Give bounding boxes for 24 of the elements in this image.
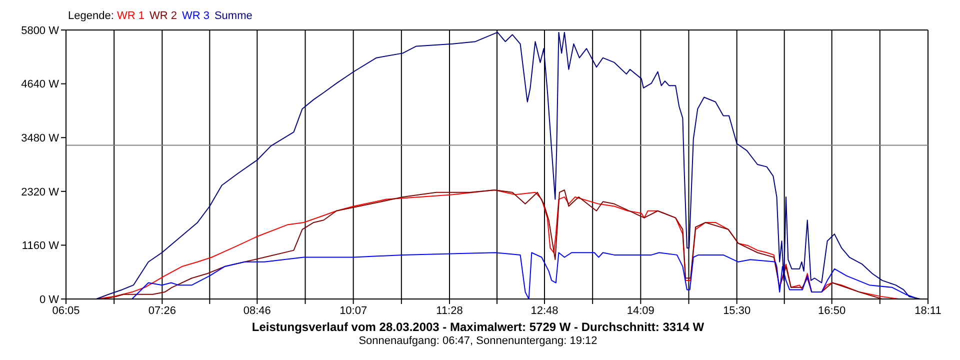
text: Summe	[214, 10, 252, 22]
y-tick-label: 4640 W	[21, 78, 60, 91]
x-tick-label: 08:46	[243, 304, 271, 317]
y-tick-label: 2320 W	[21, 186, 60, 198]
text: Sonnenaufgang: 06:47, Sonnenuntergang: 19:12	[358, 334, 598, 348]
x-tick-label: 12:48	[530, 304, 558, 317]
x-tick-label: 11:28	[436, 304, 463, 317]
x-tick-label: 14:09	[626, 304, 654, 317]
y-tick-label: 1160 W	[22, 240, 60, 252]
x-tick-label: 10:07	[340, 304, 368, 317]
y-tick-label: 0 W	[39, 294, 60, 306]
text: WR 3	[182, 10, 210, 22]
legend-title: Legende:	[68, 10, 115, 22]
x-tick-label: 15:30	[723, 304, 751, 317]
x-tick-label: 16:50	[818, 304, 846, 317]
y-tick-label: 3480 W	[21, 132, 60, 145]
x-tick-label: 07:26	[148, 304, 176, 317]
text: Leistungsverlauf vom 28.03.2003 - Maximalwert: 5729 W - Durchschnitt: 3314 W	[250, 320, 706, 334]
x-tick-label: 06:05	[52, 304, 80, 317]
x-tick-label: 18:11	[914, 304, 942, 317]
text: WR 1	[116, 10, 144, 22]
line-series	[96, 32, 922, 299]
y-tick-label: 5800 W	[21, 24, 60, 37]
text: WR 2	[149, 10, 177, 22]
